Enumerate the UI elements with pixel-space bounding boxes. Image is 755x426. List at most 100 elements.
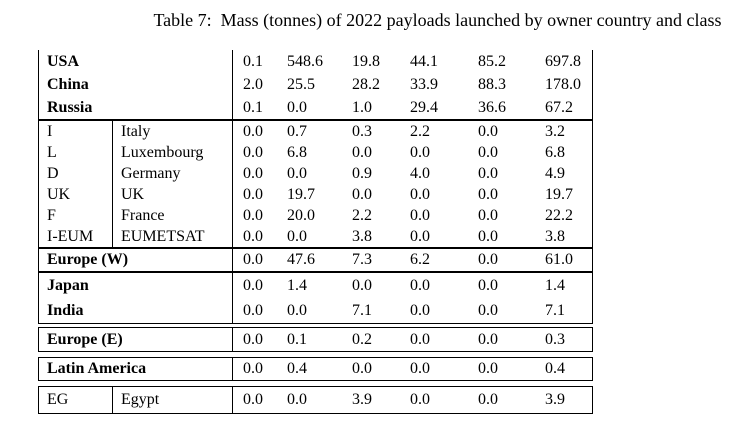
country-code: D [39, 163, 113, 184]
value-cell: 0.0 [287, 301, 307, 319]
value-cell: 0.0 [243, 301, 263, 319]
value-cell: 88.3 [478, 75, 506, 93]
row-label-area: I-EUM EUMETSAT [39, 226, 233, 247]
value-cell: 0.7 [287, 122, 307, 140]
value-cell: 4.0 [410, 164, 430, 182]
row-label-area: Europe (W) [39, 249, 233, 271]
data-table: USA 0.1 548.6 19.8 44.1 85.2 697.8 China 2.0 25.5… [38, 50, 593, 414]
value-cell: 0.0 [352, 185, 372, 203]
value-cell: 0.0 [243, 206, 263, 224]
value-cell: 0.0 [478, 143, 498, 161]
value-cell: 22.2 [545, 206, 573, 224]
country-code: F [39, 205, 113, 226]
value-cell: 697.8 [545, 52, 581, 70]
row-label: USA [47, 52, 80, 70]
value-cell: 0.0 [478, 206, 498, 224]
value-cell: 25.5 [287, 75, 315, 93]
value-cell: 0.0 [243, 360, 263, 377]
value-cell: 2.2 [352, 206, 372, 224]
row-label-area: I Italy [39, 121, 233, 142]
value-cell: 0.0 [287, 164, 307, 182]
value-cell: 0.0 [410, 185, 430, 203]
row-label: Russia [47, 98, 93, 116]
value-cell: 3.8 [352, 227, 372, 245]
row-label-area: EG Egypt [39, 387, 233, 413]
row-label-area: Japan [39, 273, 233, 298]
value-cell: 0.3 [545, 330, 565, 348]
table-block-majors: USA 0.1 548.6 19.8 44.1 85.2 697.8 China 2.0 25.5… [38, 50, 593, 120]
table-row: I-EUM EUMETSAT 0.0 0.0 3.8 0.0 0.0 3.8 [39, 226, 592, 247]
value-cell: 0.1 [243, 98, 263, 116]
table-block-europe-e: Europe (E) 0.0 0.1 0.2 0.0 0.0 0.3 [38, 327, 593, 352]
value-cell: 178.0 [545, 75, 581, 93]
value-cell: 0.0 [478, 301, 498, 319]
country-name: Germany [121, 164, 181, 182]
row-label-area: Latin America [39, 358, 233, 380]
value-cell: 3.2 [545, 122, 565, 140]
country-name: EUMETSAT [121, 227, 205, 245]
table-block-egypt: EG Egypt 0.0 0.0 3.9 0.0 0.0 3.9 [38, 386, 593, 414]
value-cell: 0.0 [478, 185, 498, 203]
value-cell: 0.0 [243, 276, 263, 294]
row-label-area: USA [39, 50, 233, 73]
value-cell: 0.0 [243, 143, 263, 161]
table-block-europe-w-total: Europe (W) 0.0 47.6 7.3 6.2 0.0 61.0 [38, 248, 593, 272]
value-cell: 6.8 [287, 143, 307, 161]
value-cell: 0.0 [478, 360, 498, 377]
value-cell: 0.0 [410, 227, 430, 245]
value-cell: 3.9 [545, 391, 565, 408]
table-row: L Luxembourg 0.0 6.8 0.0 0.0 0.0 6.8 [39, 142, 592, 163]
value-cell: 6.8 [545, 143, 565, 161]
value-cell: 0.0 [410, 391, 430, 408]
value-cell: 19.8 [352, 52, 380, 70]
row-label: Latin America [47, 360, 147, 377]
row-label-area: L Luxembourg [39, 142, 233, 163]
value-cell: 0.0 [478, 330, 498, 348]
country-name: Luxembourg [121, 143, 204, 161]
value-cell: 0.0 [243, 164, 263, 182]
row-label: Europe (W) [47, 251, 129, 268]
value-cell: 0.0 [478, 227, 498, 245]
table-row: F France 0.0 20.0 2.2 0.0 0.0 22.2 [39, 205, 592, 226]
value-cell: 0.0 [478, 251, 498, 268]
value-cell: 19.7 [545, 185, 573, 203]
country-name: France [121, 206, 165, 224]
table-row: China 2.0 25.5 28.2 33.9 88.3 178.0 [39, 73, 592, 96]
table-row: Latin America 0.0 0.4 0.0 0.0 0.0 0.4 [39, 358, 592, 380]
value-cell: 7.1 [352, 301, 372, 319]
country-name: Italy [121, 122, 151, 140]
value-cell: 4.9 [545, 164, 565, 182]
value-cell: 0.0 [243, 251, 263, 268]
row-label: Japan [47, 276, 89, 294]
value-cell: 0.0 [410, 301, 430, 319]
country-code: EG [39, 387, 113, 413]
country-code: I [39, 121, 113, 142]
table-row: D Germany 0.0 0.0 0.9 4.0 0.0 4.9 [39, 163, 592, 184]
value-cell: 0.0 [352, 360, 372, 377]
row-label-area: Europe (E) [39, 328, 233, 351]
row-label-area: F France [39, 205, 233, 226]
table-row: Japan 0.0 1.4 0.0 0.0 0.0 1.4 [39, 273, 592, 298]
table-row: Europe (W) 0.0 47.6 7.3 6.2 0.0 61.0 [39, 249, 592, 271]
value-cell: 0.9 [352, 164, 372, 182]
value-cell: 0.0 [478, 276, 498, 294]
table-row: India 0.0 0.0 7.1 0.0 0.0 7.1 [39, 298, 592, 323]
row-label-area: India [39, 298, 233, 323]
country-name: Egypt [121, 391, 160, 408]
value-cell: 61.0 [545, 251, 573, 268]
value-cell: 29.4 [410, 98, 438, 116]
value-cell: 0.0 [410, 360, 430, 377]
value-cell: 0.0 [287, 391, 307, 408]
table-caption: Table 7: Mass (tonnes) of 2022 payloads … [153, 10, 722, 30]
table-row: EG Egypt 0.0 0.0 3.9 0.0 0.0 3.9 [39, 387, 592, 413]
value-cell: 0.0 [243, 122, 263, 140]
value-cell: 0.0 [243, 227, 263, 245]
value-cell: 19.7 [287, 185, 315, 203]
value-cell: 0.0 [410, 276, 430, 294]
value-cell: 33.9 [410, 75, 438, 93]
table-block-latin-america: Latin America 0.0 0.4 0.0 0.0 0.0 0.4 [38, 357, 593, 381]
value-cell: 0.0 [478, 122, 498, 140]
value-cell: 0.2 [352, 330, 372, 348]
value-cell: 0.0 [352, 143, 372, 161]
value-cell: 0.0 [287, 227, 307, 245]
